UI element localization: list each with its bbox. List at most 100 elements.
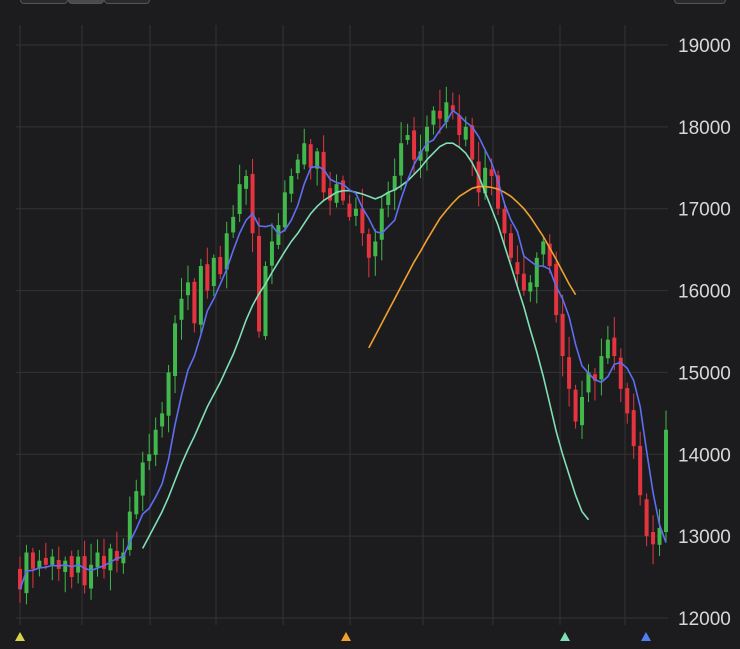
candle-79 <box>528 275 533 302</box>
candle-59 <box>399 122 404 191</box>
candle-31 <box>218 245 223 280</box>
candle-99 <box>657 509 662 557</box>
candle-27 <box>192 278 197 333</box>
candle-98 <box>651 515 656 565</box>
candle-89 <box>592 368 597 401</box>
candle-8 <box>69 550 74 589</box>
marker-orange[interactable] <box>341 632 351 641</box>
y-tick-label-17000: 17000 <box>678 200 731 221</box>
y-tick-label-18000: 18000 <box>678 118 731 139</box>
candle-97 <box>644 493 649 547</box>
candle-55 <box>373 229 378 276</box>
grid <box>16 25 668 625</box>
candle-12 <box>95 539 100 577</box>
candle-96 <box>638 431 643 506</box>
candle-14 <box>108 543 113 591</box>
candle-26 <box>185 265 190 311</box>
candle-86 <box>573 384 578 429</box>
candle-87 <box>580 380 585 440</box>
candle-34 <box>237 164 242 223</box>
candle-82 <box>547 234 552 274</box>
candle-32 <box>224 221 229 289</box>
candle-13 <box>101 538 106 579</box>
candle-17 <box>127 496 132 556</box>
marker-blue[interactable] <box>641 632 651 641</box>
candle-10 <box>82 540 87 594</box>
candle-42 <box>289 168 294 203</box>
candle-77 <box>515 245 520 286</box>
candle-4 <box>43 542 48 570</box>
candle-38 <box>263 261 268 340</box>
candle-37 <box>257 217 262 338</box>
candle-100 <box>663 410 669 542</box>
candle-29 <box>205 247 210 299</box>
marker-yellow[interactable] <box>15 632 25 641</box>
y-axis: 12000 13000 14000 15000 16000 17000 18000 19000 <box>678 36 731 630</box>
candle-23 <box>166 364 171 433</box>
candle-19 <box>140 451 145 512</box>
candle-7 <box>63 556 68 593</box>
candle-64 <box>431 106 436 135</box>
candle-33 <box>231 205 236 238</box>
ma-long-line <box>368 185 577 349</box>
marker-teal[interactable] <box>560 632 570 641</box>
candle-25 <box>179 278 184 340</box>
candle-2 <box>30 547 35 588</box>
candle-85 <box>567 336 572 407</box>
candles <box>17 86 669 605</box>
candle-74 <box>496 170 501 215</box>
candle-30 <box>211 254 216 296</box>
candle-81 <box>541 237 546 268</box>
candle-0 <box>17 556 23 603</box>
candle-9 <box>76 549 81 584</box>
candle-43 <box>295 153 300 180</box>
candle-22 <box>160 401 165 438</box>
candle-60 <box>405 123 410 145</box>
candle-94 <box>625 382 630 424</box>
candle-52 <box>353 197 358 226</box>
candle-18 <box>134 479 139 520</box>
candle-90 <box>599 338 604 396</box>
y-tick-label-15000: 15000 <box>678 363 731 384</box>
candle-11 <box>89 543 94 600</box>
candle-78 <box>521 254 526 296</box>
candle-58 <box>392 158 397 211</box>
ma-mid-line <box>141 142 590 549</box>
candle-44 <box>302 128 307 170</box>
candle-54 <box>366 228 371 278</box>
candle-56 <box>379 197 384 261</box>
y-tick-label-14000: 14000 <box>678 445 731 466</box>
candle-51 <box>347 194 352 221</box>
candle-62 <box>418 134 423 179</box>
candle-68 <box>457 94 462 148</box>
candle-57 <box>386 181 391 218</box>
candle-67 <box>450 92 455 120</box>
candle-49 <box>334 174 339 208</box>
y-tick-label-13000: 13000 <box>678 527 731 548</box>
candle-47 <box>321 135 326 202</box>
candle-80 <box>534 252 539 304</box>
candle-20 <box>147 433 152 471</box>
candle-91 <box>605 325 610 364</box>
candle-35 <box>244 169 249 205</box>
candle-88 <box>586 364 591 403</box>
candle-28 <box>198 258 203 336</box>
candle-24 <box>173 315 178 394</box>
candle-45 <box>308 138 313 180</box>
ma-short-line <box>19 109 667 590</box>
candle-92 <box>612 317 617 371</box>
y-tick-label-12000: 12000 <box>678 609 731 630</box>
time-markers[interactable] <box>15 632 651 641</box>
candle-65 <box>437 89 442 134</box>
candle-75 <box>502 201 507 244</box>
candle-41 <box>282 180 287 232</box>
candle-15 <box>114 531 119 573</box>
candle-76 <box>508 223 513 262</box>
candle-95 <box>631 393 636 459</box>
candle-84 <box>560 294 565 377</box>
candle-3 <box>37 550 42 577</box>
candle-93 <box>618 348 623 403</box>
candle-6 <box>56 546 61 581</box>
candle-21 <box>153 417 158 467</box>
